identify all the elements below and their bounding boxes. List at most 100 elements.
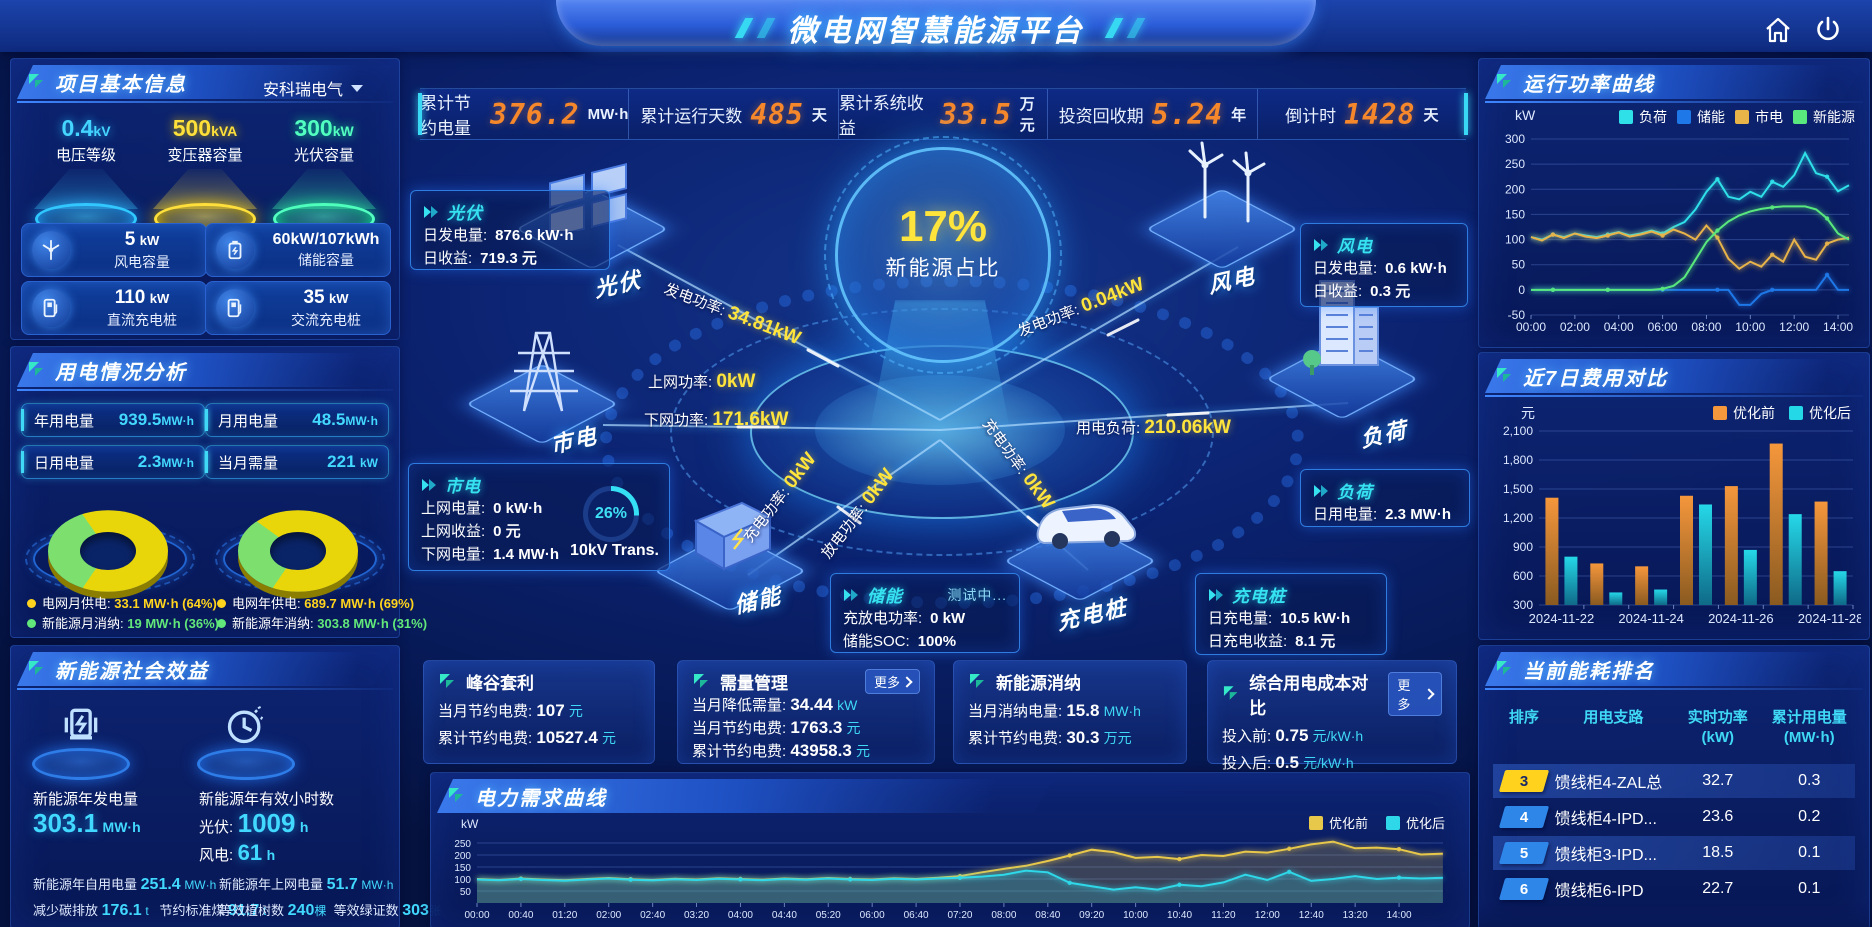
- card-cost-compare: 综合用电成本对比 更多 投入前: 0.75 元/kW·h 投入后: 0.5 元/…: [1207, 660, 1457, 772]
- charging-pile-icon: [216, 289, 254, 327]
- table-row[interactable]: 4 馈线柜4-IPD... 23.6 0.2: [1493, 800, 1855, 834]
- day-usage-stat: 日用电量 2.3MW·h: [21, 445, 205, 479]
- voltage-value: 0.4: [61, 115, 94, 141]
- card-demand-mgmt: 需量管理 更多 当月降低需量: 34.44 kW 当月节约电费: 1763.3 …: [677, 660, 935, 764]
- svg-text:10:00: 10:00: [1123, 910, 1148, 921]
- cost-legend[interactable]: 优化前 优化后: [1713, 403, 1851, 423]
- svg-text:12:00: 12:00: [1255, 910, 1280, 921]
- month-supply-donut: [25, 485, 195, 595]
- demand-legend[interactable]: 优化前 优化后: [1308, 813, 1445, 832]
- kpi-countdown: 倒计时 1428 天: [1256, 89, 1466, 139]
- svg-text:50: 50: [460, 887, 472, 898]
- title-plate: [556, 0, 1316, 46]
- svg-text:04:00: 04:00: [728, 910, 753, 921]
- card-corner-icon: [1223, 686, 1238, 700]
- svg-text:09:20: 09:20: [1079, 910, 1104, 921]
- power-icon[interactable]: [1812, 14, 1844, 46]
- svg-text:1,800: 1,800: [1503, 453, 1533, 467]
- storage-test-tag: 测试中...: [947, 586, 1007, 603]
- panel-run-power-header: 运行功率曲线: [1485, 65, 1863, 99]
- more-button[interactable]: 更多: [1388, 672, 1442, 716]
- svg-text:100: 100: [454, 875, 471, 886]
- panel-project-title: 项目基本信息: [55, 73, 187, 96]
- year-usage-stat: 年用电量 939.5MW·h: [21, 403, 205, 437]
- svg-text:00:00: 00:00: [1516, 320, 1546, 334]
- svg-text:12:00: 12:00: [1779, 320, 1809, 334]
- legend-dot: [27, 619, 36, 628]
- panel-usage-header: 用电情况分析: [17, 353, 393, 387]
- panel-benefit: 新能源社会效益 新能源年发电量 303.1 MW·h 新能源年有效小时数 光伏:…: [10, 645, 441, 927]
- svg-text:06:00: 06:00: [860, 910, 885, 921]
- dc-charger-card: 110 kW 直流充电桩: [21, 281, 207, 335]
- storage-capacity-label: 储能容量: [298, 251, 354, 268]
- panel-usage: 用电情况分析 年用电量 939.5MW·h 月用电量 48.5MW·h 日用电量…: [10, 346, 427, 638]
- table-row[interactable]: 6 馈线柜6-IPD 22.7 0.1: [1493, 872, 1855, 906]
- svg-text:13:20: 13:20: [1343, 910, 1368, 921]
- panel-ranking-title: 当前能耗排名: [1523, 660, 1655, 683]
- svg-text:300: 300: [1505, 132, 1525, 146]
- charging-pile-icon: [32, 289, 70, 327]
- panel-run-power: 运行功率曲线 kW 负荷 储能 市电 新能源 300 250 200 150 100 50…: [1478, 58, 1870, 348]
- svg-text:08:40: 08:40: [1035, 910, 1060, 921]
- panel-corner-icon: [1495, 72, 1515, 92]
- storage-capacity-value: 60kW/107kWh: [272, 230, 380, 248]
- svg-text:2024-11-24: 2024-11-24: [1618, 611, 1684, 626]
- chevron-icon: [1314, 484, 1328, 497]
- more-button[interactable]: 更多: [864, 669, 920, 694]
- page-title: 微电网智慧能源平台: [787, 15, 1085, 48]
- svg-text:12:40: 12:40: [1299, 910, 1324, 921]
- svg-text:05:20: 05:20: [816, 910, 841, 921]
- wind-capacity-value: 5: [124, 228, 136, 250]
- svg-text:07:20: 07:20: [947, 910, 972, 921]
- svg-text:-50: -50: [1508, 308, 1526, 322]
- new-energy-ratio-circle: 17% 新能源占比: [824, 136, 1062, 374]
- table-row[interactable]: 3 馈线柜4-ZAL总 32.7 0.3: [1493, 764, 1855, 798]
- panel-cost-compare: 近7日费用对比 元 优化前 优化后 2,100 1,800 1,500 1,200 90…: [1478, 352, 1870, 640]
- voltage-label: 电压等级: [55, 147, 116, 164]
- svg-text:600: 600: [1513, 569, 1533, 583]
- clock-icon: [186, 698, 306, 780]
- svg-text:08:00: 08:00: [1691, 320, 1721, 334]
- svg-text:2024-11-28: 2024-11-28: [1798, 611, 1861, 626]
- ev-car-icon[interactable]: [1008, 473, 1158, 565]
- wind-turbine-icon[interactable]: [1160, 117, 1290, 237]
- gen-year-label: 新能源年发电量: [33, 791, 139, 808]
- table-row[interactable]: 5 馈线柜3-IPD... 18.5 0.1: [1493, 836, 1855, 870]
- panel-cost-title: 近7日费用对比: [1523, 367, 1669, 390]
- flow-load-power: 用电负荷: 210.06kW: [1076, 417, 1231, 438]
- panel-usage-title: 用电情况分析: [55, 361, 187, 384]
- power-tower-icon[interactable]: [484, 313, 604, 423]
- svg-text:200: 200: [454, 851, 471, 862]
- panel-corner-icon: [27, 72, 47, 92]
- svg-text:02:00: 02:00: [1560, 320, 1590, 334]
- svg-text:00:40: 00:40: [508, 910, 533, 921]
- battery-container-icon[interactable]: [676, 487, 786, 583]
- chevron-icon: [422, 478, 436, 491]
- tree-cert-stat: 等效植树数 240棵 等效绿证数 303张: [219, 902, 441, 919]
- wind-hours: 风电: 61 h: [199, 840, 276, 865]
- month-demand-stat: 当月需量 221 kW: [205, 445, 389, 479]
- storage-info-box: 储能 测试中... 充放电功率: 0 kW 储能SOC: 100%: [830, 573, 1020, 653]
- card-corner-icon: [694, 673, 708, 688]
- rank-badge: 5: [1498, 842, 1549, 864]
- transformer-label: 10kV Trans.: [570, 542, 659, 559]
- run-power-legend[interactable]: 负荷 储能 市电 新能源: [1619, 107, 1855, 127]
- panel-ranking: 当前能耗排名 排序 用电支路 实时功率 (kW) 累计用电量 (MW·h) 3 馈线…: [1478, 645, 1870, 927]
- svg-text:10:40: 10:40: [1167, 910, 1192, 921]
- company-dropdown[interactable]: 安科瑞电气: [263, 76, 363, 100]
- energy-flow-diagram: 17% 新能源占比 光伏 风电 市电 负荷: [408, 135, 1470, 665]
- pv-hours: 光伏: 1009 h: [199, 808, 309, 838]
- panel-project-header: 项目基本信息 安科瑞电气: [17, 65, 393, 99]
- chevron-icon: [424, 205, 438, 218]
- gen-year-value: 303.1 MW·h: [33, 808, 141, 838]
- home-icon[interactable]: [1762, 14, 1794, 46]
- chevron-icon: [1314, 238, 1328, 251]
- wind-info-box: 风电 日发电量: 0.6 kW·h 日收益: 0.3 元: [1300, 223, 1468, 307]
- panel-demand-header: 电力需求曲线: [437, 779, 1054, 813]
- ac-charger-value: 35: [303, 286, 325, 308]
- dc-charger-label: 直流充电桩: [107, 311, 177, 328]
- svg-text:04:00: 04:00: [1604, 320, 1634, 334]
